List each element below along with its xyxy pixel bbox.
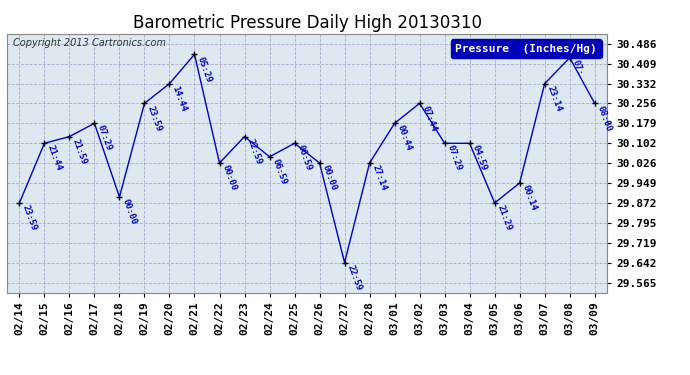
Text: 23:59: 23:59 — [21, 204, 39, 232]
Text: 00:00: 00:00 — [221, 164, 239, 192]
Text: 14:44: 14:44 — [170, 84, 188, 113]
Text: 23:14: 23:14 — [546, 84, 564, 113]
Legend: Pressure  (Inches/Hg): Pressure (Inches/Hg) — [451, 39, 602, 58]
Title: Barometric Pressure Daily High 20130310: Barometric Pressure Daily High 20130310 — [132, 14, 482, 32]
Text: 00:14: 00:14 — [521, 184, 539, 212]
Text: 07:: 07: — [571, 58, 585, 77]
Text: 07:29: 07:29 — [96, 124, 113, 153]
Text: 22:59: 22:59 — [346, 263, 364, 292]
Text: 27:14: 27:14 — [371, 164, 388, 192]
Text: 00:44: 00:44 — [396, 124, 413, 153]
Text: 06:59: 06:59 — [296, 144, 313, 172]
Text: 07:44: 07:44 — [421, 104, 439, 132]
Text: 08:00: 08:00 — [596, 104, 613, 132]
Text: 21:29: 21:29 — [496, 204, 513, 232]
Text: 00:00: 00:00 — [321, 164, 339, 192]
Text: 06:59: 06:59 — [270, 158, 288, 186]
Text: 22:59: 22:59 — [246, 137, 264, 166]
Text: 07:29: 07:29 — [446, 144, 464, 172]
Text: 23:59: 23:59 — [146, 104, 164, 132]
Text: 21:59: 21:59 — [70, 137, 88, 166]
Text: Copyright 2013 Cartronics.com: Copyright 2013 Cartronics.com — [13, 38, 166, 48]
Text: 04:59: 04:59 — [471, 144, 489, 172]
Text: 21:44: 21:44 — [46, 144, 63, 172]
Text: 05:29: 05:29 — [196, 55, 213, 84]
Text: 00:00: 00:00 — [121, 198, 139, 226]
